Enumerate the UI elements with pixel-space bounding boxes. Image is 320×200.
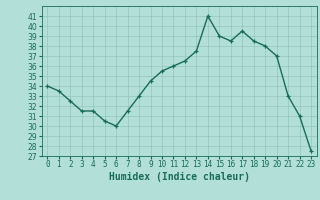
- X-axis label: Humidex (Indice chaleur): Humidex (Indice chaleur): [109, 172, 250, 182]
